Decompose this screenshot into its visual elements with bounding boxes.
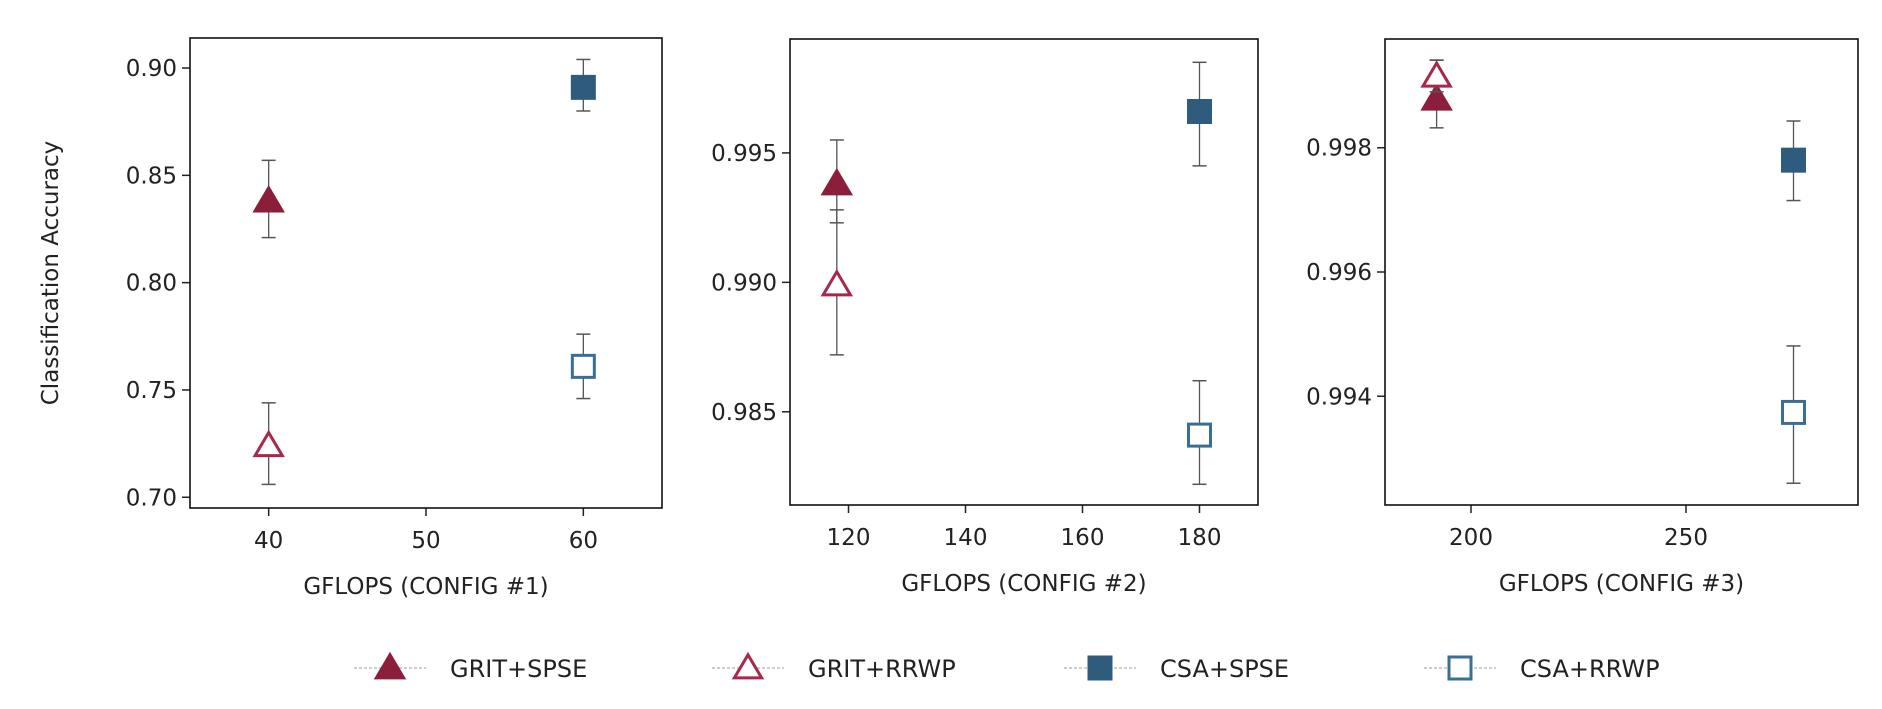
y-tick-label: 0.998 xyxy=(1306,136,1372,162)
marker-csa-spse xyxy=(1781,147,1806,173)
data-point xyxy=(1781,120,1806,202)
marker-csa-rrwp xyxy=(570,353,596,379)
marker-csa-rrwp xyxy=(1187,422,1212,448)
legend-marker xyxy=(1087,655,1113,681)
data-point xyxy=(1187,379,1212,486)
legend-label: CSA+SPSE xyxy=(1160,655,1289,683)
marker-grit-spse xyxy=(252,184,285,213)
x-axis-label: GFLOPS (CONFIG #1) xyxy=(303,574,548,600)
x-tick-label: 40 xyxy=(254,528,283,554)
legend-marker xyxy=(373,651,407,680)
legend-item: GRIT+RRWP xyxy=(712,651,956,683)
axes-frame xyxy=(1384,38,1859,506)
legend-label: GRIT+RRWP xyxy=(808,655,956,683)
marker-csa-spse xyxy=(1187,98,1212,124)
axes-frame xyxy=(189,37,663,509)
y-tick-label: 0.994 xyxy=(1306,384,1372,410)
x-tick-label: 60 xyxy=(569,528,598,554)
y-tick-label: 0.90 xyxy=(126,56,177,82)
subplot-3: 0.994 0.996 0.998 200 250 GFLOPS (CONFIG #3) xyxy=(1306,38,1859,597)
legend-label: GRIT+SPSE xyxy=(450,655,587,683)
data-point xyxy=(820,139,854,224)
marker-grit-spse xyxy=(1420,83,1453,111)
legend-marker xyxy=(1447,655,1473,681)
subplot-2: 0.985 0.990 0.995 120 140 160 180 GFLOPS (CONFI… xyxy=(711,38,1259,597)
marker-grit-rrwp xyxy=(820,268,854,297)
y-tick-label: 0.80 xyxy=(126,271,177,297)
y-axis-label: Classification Accuracy xyxy=(38,141,64,406)
y-tick-label: 0.996 xyxy=(1306,260,1372,286)
marker-grit-rrwp xyxy=(252,429,285,458)
marker-csa-rrwp xyxy=(1781,399,1806,425)
x-tick-label: 180 xyxy=(1178,525,1222,551)
marker-grit-rrwp xyxy=(1420,60,1453,88)
marker-csa-spse xyxy=(570,74,596,100)
y-tick-label: 0.985 xyxy=(711,400,777,426)
x-tick-label: 250 xyxy=(1664,525,1708,551)
data-point xyxy=(570,58,596,112)
legend: GRIT+SPSE GRIT+RRWP CSA+SPSE CSA+RRWP xyxy=(354,651,1660,683)
x-tick-label: 120 xyxy=(827,525,871,551)
x-axis-label: GFLOPS (CONFIG #3) xyxy=(1499,571,1744,597)
legend-label: CSA+RRWP xyxy=(1520,655,1660,683)
data-point xyxy=(252,159,285,239)
legend-item: GRIT+SPSE xyxy=(354,651,587,683)
y-tick-label: 0.75 xyxy=(126,378,177,404)
subplot-1: 0.70 0.75 0.80 0.85 0.90 40 50 60 GFLOPS (CONFIG… xyxy=(38,37,663,600)
legend-item: CSA+RRWP xyxy=(1424,655,1660,683)
x-tick-label: 140 xyxy=(944,525,988,551)
data-point xyxy=(820,209,854,356)
data-point xyxy=(1420,59,1453,93)
y-tick-label: 0.85 xyxy=(126,163,177,189)
x-axis-label: GFLOPS (CONFIG #2) xyxy=(901,571,1146,597)
x-tick-label: 50 xyxy=(411,528,440,554)
y-tick-label: 0.995 xyxy=(711,141,777,167)
data-point xyxy=(570,333,596,400)
data-point xyxy=(1187,61,1212,167)
x-tick-label: 160 xyxy=(1061,525,1105,551)
legend-item: CSA+SPSE xyxy=(1064,655,1289,683)
x-tick-label: 200 xyxy=(1449,525,1493,551)
data-point xyxy=(1781,345,1806,485)
y-tick-label: 0.70 xyxy=(126,485,177,511)
y-tick-label: 0.990 xyxy=(711,270,777,296)
legend-marker xyxy=(731,651,765,680)
data-point xyxy=(252,402,285,486)
marker-grit-spse xyxy=(820,167,854,196)
axes-frame xyxy=(789,38,1259,506)
